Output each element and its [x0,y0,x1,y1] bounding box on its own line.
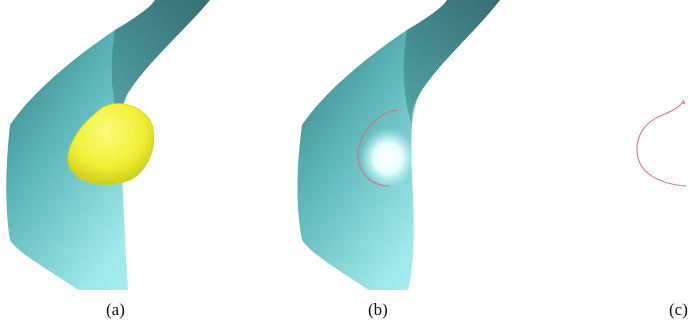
isolated-curve [636,99,687,187]
panel-c: (c) [500,0,699,331]
intersection-curve [357,109,399,187]
caption-c: (c) [669,300,688,319]
panel-b: (b) [240,0,500,331]
curve-only-render [636,99,687,187]
sphere [67,103,155,185]
surface-top-band [403,0,500,125]
caption-a: (a) [106,300,125,319]
curve-endpoint [682,101,686,105]
surface-with-sphere-render [6,0,210,290]
surface-top-band [111,0,210,125]
caption-b: (b) [368,300,388,319]
surface-with-curve-render [297,0,500,290]
surface-highlight [360,128,416,188]
panel-a: (a) [0,0,240,331]
